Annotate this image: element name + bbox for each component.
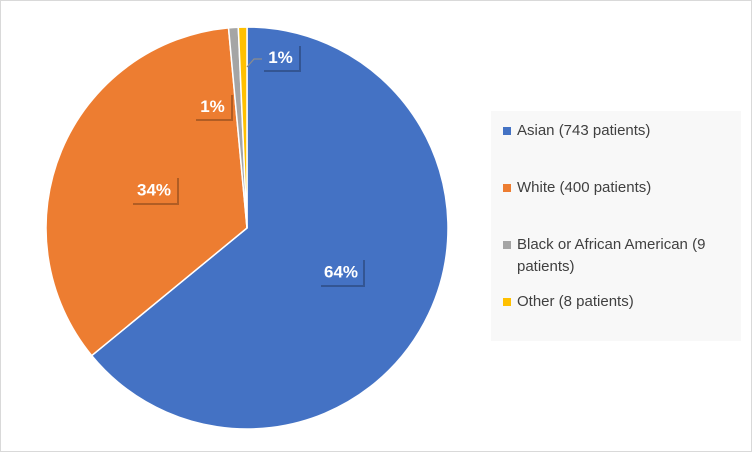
data-label-bg [131, 176, 177, 203]
data-label-2: 1% [194, 93, 233, 121]
legend: Asian (743 patients) White (400 patients… [491, 111, 741, 341]
data-label-1: 34% [131, 176, 179, 205]
data-label-3: 1% [262, 44, 301, 72]
data-label-text: 1% [268, 48, 293, 67]
legend-label: Black or African American (9 patients) [517, 236, 706, 275]
legend-label: Asian (743 patients) [517, 122, 651, 139]
legend-swatch [503, 241, 511, 249]
data-label-bg [194, 93, 231, 119]
pie-slice-0 [90, 26, 449, 430]
data-label-bg [262, 44, 299, 70]
data-label-0: 64% [319, 258, 365, 287]
data-label-text: 1% [200, 97, 225, 116]
legend-swatch [503, 184, 511, 192]
legend-swatch [503, 127, 511, 135]
legend-swatch [503, 298, 511, 306]
data-label-text: 64% [324, 263, 358, 282]
leader-line [246, 58, 263, 68]
legend-item-white: White (400 patients) [503, 177, 737, 199]
data-label-bg [319, 258, 363, 285]
data-label-text: 34% [137, 181, 171, 200]
pie-slice-3 [237, 26, 248, 229]
legend-label: Other (8 patients) [517, 293, 634, 310]
legend-item-other: Other (8 patients) [503, 291, 737, 313]
legend-label: White (400 patients) [517, 179, 652, 196]
legend-item-asian: Asian (743 patients) [503, 120, 737, 142]
legend-item-black: Black or African American (9 patients) [503, 234, 737, 278]
